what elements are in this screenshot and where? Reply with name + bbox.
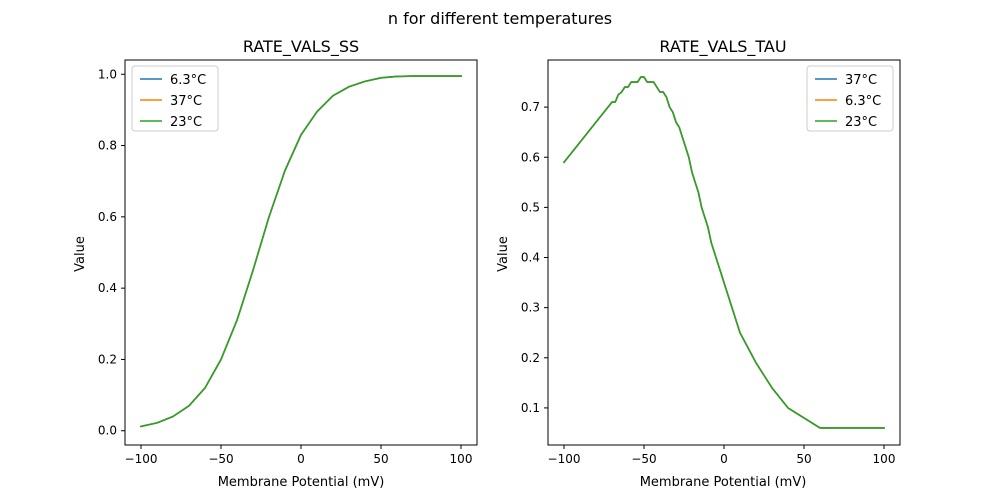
- chart-tau-legend-box: [806, 65, 894, 132]
- chart-tau-xtick-label: 50: [796, 452, 811, 466]
- chart-ss-series-line-2: [140, 75, 462, 428]
- chart-tau-ytick-label: 0.3: [521, 301, 540, 315]
- chart-tau-legend: 37°C 6.3°C 23°C: [806, 65, 894, 132]
- chart-tau-series-line-2: [562, 76, 885, 429]
- chart-ss-ytick-label: 1.0: [98, 67, 117, 81]
- chart-ss-ytick-label: 0.8: [98, 139, 117, 153]
- chart-ss-legend: 6.3°C 37°C 23°C: [131, 65, 219, 132]
- chart-ss-xtick-label: −50: [208, 452, 233, 466]
- chart-ss-ytick-label: 0.4: [98, 281, 117, 295]
- chart-tau-ytick-label: 0.7: [521, 100, 540, 114]
- chart-ss-ytick-label: 0.6: [98, 210, 117, 224]
- chart-ss-ytick-label: 0.0: [98, 424, 117, 438]
- chart-tau-xtick-label: −100: [548, 452, 581, 466]
- chart-ss-ylabel: Value: [73, 236, 88, 272]
- figure-title: n for different temperatures: [388, 9, 612, 28]
- chart-tau-xtick-label: 100: [873, 452, 896, 466]
- chart-ss-legend-box: [131, 65, 219, 132]
- chart-ss-xtick-label: 0: [297, 452, 305, 466]
- chart-tau-legend-label-1: 6.3°C: [845, 94, 881, 109]
- chart-tau-xtick-label: −50: [631, 452, 656, 466]
- chart-ss: RATE_VALS_SS Membrane Potential (mV) Val…: [73, 37, 478, 490]
- chart-tau-ytick-label: 0.4: [521, 251, 540, 265]
- chart-ss-xtick-label: 100: [450, 452, 473, 466]
- chart-tau-ylabel: Value: [496, 236, 511, 272]
- chart-tau-ytick-label: 0.2: [521, 351, 540, 365]
- chart-ss-xtick-label: −100: [125, 452, 158, 466]
- chart-tau: RATE_VALS_TAU Membrane Potential (mV) Va…: [496, 37, 901, 490]
- chart-tau-ytick-label: 0.6: [521, 150, 540, 164]
- chart-tau-legend-label-0: 37°C: [845, 73, 877, 88]
- chart-tau-legend-label-2: 23°C: [845, 115, 877, 130]
- chart-ss-legend-label-2: 23°C: [170, 115, 202, 130]
- chart-ss-ytick-label: 0.2: [98, 352, 117, 366]
- chart-tau-ytick-label: 0.5: [521, 200, 540, 214]
- chart-ss-legend-label-1: 37°C: [170, 94, 202, 109]
- chart-ss-xtick-label: 50: [373, 452, 388, 466]
- chart-ss-legend-label-0: 6.3°C: [170, 73, 206, 88]
- chart-tau-xtick-label: 0: [720, 452, 728, 466]
- chart-tau-ytick-label: 0.1: [521, 401, 540, 415]
- chart-tau-title: RATE_VALS_TAU: [659, 37, 786, 57]
- chart-tau-xlabel: Membrane Potential (mV): [640, 475, 807, 490]
- chart-ss-xlabel: Membrane Potential (mV): [218, 475, 385, 490]
- chart-ss-title: RATE_VALS_SS: [243, 37, 359, 57]
